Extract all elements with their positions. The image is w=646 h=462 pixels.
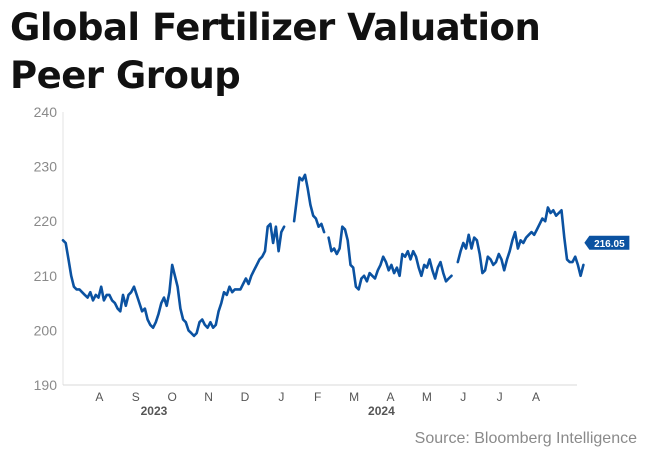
y-tick-label: 240 — [34, 104, 58, 120]
x-year-label: 2023 — [141, 404, 168, 418]
x-axis: A S O N D J F M A M J J A 2023 2024 — [63, 384, 577, 418]
series-segment — [61, 222, 286, 338]
y-axis: 190 200 210 220 230 240 — [34, 104, 64, 393]
x-tick-label: J — [278, 390, 284, 404]
y-tick-label: 210 — [34, 268, 58, 284]
x-tick-label: S — [132, 390, 140, 404]
y-tick-label: 190 — [34, 377, 58, 393]
x-tick-label: N — [204, 390, 213, 404]
x-tick-label: M — [349, 390, 359, 404]
last-value-marker: 216.05 — [584, 235, 630, 250]
x-tick-label: J — [497, 390, 503, 404]
source-note: Source: Bloomberg Intelligence — [414, 430, 637, 447]
x-tick-label: J — [460, 390, 466, 404]
x-tick-label: A — [532, 390, 540, 404]
series-segment — [292, 173, 326, 234]
x-tick-label: O — [167, 390, 176, 404]
y-tick-label: 230 — [34, 159, 58, 175]
series-segment — [456, 206, 585, 278]
chart-title: Global Fertilizer Valuation Peer Group — [10, 6, 541, 97]
x-year-label: 2024 — [368, 404, 395, 418]
x-tick-label: M — [422, 390, 432, 404]
x-tick-label: A — [95, 390, 103, 404]
x-tick-label: D — [241, 390, 250, 404]
series-line — [61, 173, 585, 338]
last-value-label: 216.05 — [594, 239, 625, 250]
x-tick-label: A — [386, 390, 394, 404]
y-tick-label: 220 — [34, 213, 58, 229]
y-tick-label: 200 — [34, 322, 58, 338]
series-segment — [327, 225, 453, 291]
x-tick-label: F — [314, 390, 321, 404]
last-value-badge — [584, 235, 630, 250]
